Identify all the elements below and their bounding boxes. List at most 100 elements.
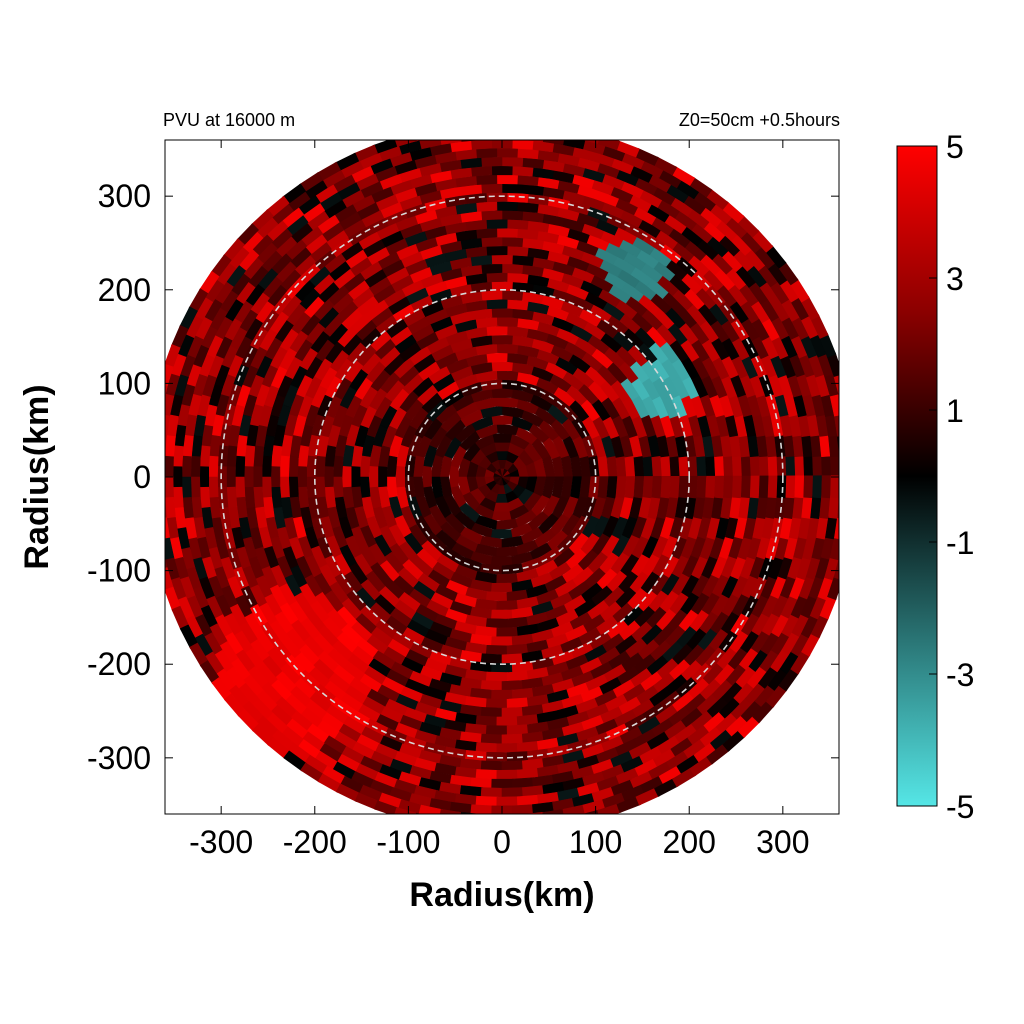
heatmap-cell bbox=[705, 475, 716, 499]
heatmap-cell bbox=[496, 600, 519, 611]
heatmap-cell bbox=[490, 361, 513, 372]
range-ring bbox=[407, 382, 597, 572]
heatmap-cell bbox=[495, 227, 518, 238]
heatmap-cell bbox=[714, 454, 725, 478]
heatmap-cell bbox=[491, 582, 514, 593]
heatmap-cell bbox=[833, 557, 839, 580]
heatmap-cell bbox=[660, 454, 672, 478]
heatmap-cell bbox=[479, 156, 503, 167]
heatmap-cell bbox=[208, 476, 219, 500]
heatmap-cell bbox=[500, 236, 524, 247]
heatmap-cell bbox=[226, 466, 236, 489]
heatmap-cell bbox=[279, 476, 290, 500]
heatmap-cell bbox=[538, 819, 561, 831]
heatmap-cell bbox=[723, 475, 734, 499]
colorbar-tick-label: -1 bbox=[946, 525, 974, 561]
heatmap-cell bbox=[833, 413, 839, 437]
heatmap-cell bbox=[491, 805, 515, 814]
heatmap-cell bbox=[776, 475, 787, 499]
x-tick-label: -300 bbox=[189, 824, 253, 860]
heatmap-cell bbox=[794, 454, 805, 478]
heatmap-cell bbox=[484, 245, 508, 256]
x-tick-label: 0 bbox=[493, 824, 511, 860]
plot-title-left: PVU at 16000 m bbox=[163, 110, 295, 130]
heatmap-cell bbox=[485, 698, 509, 709]
colorbar bbox=[896, 145, 938, 807]
heatmap-cell bbox=[422, 465, 432, 489]
heatmap-cell bbox=[165, 373, 180, 398]
heatmap-cell bbox=[490, 388, 514, 398]
heatmap-cell bbox=[165, 393, 175, 418]
heatmap-cell bbox=[491, 636, 514, 646]
heatmap-cell bbox=[377, 466, 388, 489]
heatmap-cell bbox=[500, 209, 524, 221]
x-tick-label: -100 bbox=[376, 824, 440, 860]
x-tick-label: 100 bbox=[569, 824, 622, 860]
heatmap-cell bbox=[803, 475, 814, 499]
heatmap-cell bbox=[480, 680, 504, 691]
heatmap-cell bbox=[491, 609, 514, 620]
heatmap-cell bbox=[500, 183, 524, 194]
heatmap-cell bbox=[495, 174, 518, 185]
heatmap-cell bbox=[485, 725, 509, 736]
heatmap-cell bbox=[838, 454, 839, 458]
heatmap-cell bbox=[821, 454, 832, 478]
heatmap-cell bbox=[474, 147, 498, 159]
heatmap-cell bbox=[758, 475, 770, 499]
heatmap-cell bbox=[491, 511, 513, 521]
heatmap-cell bbox=[501, 653, 524, 665]
heatmap-cell bbox=[150, 404, 163, 427]
heatmap-cell bbox=[449, 465, 459, 489]
heatmap-cell bbox=[395, 465, 406, 489]
heatmap-cell bbox=[495, 147, 518, 158]
heatmap-cell bbox=[651, 476, 663, 499]
heatmap-cell bbox=[150, 528, 163, 551]
heatmap-cell bbox=[785, 475, 796, 499]
heatmap-cell bbox=[500, 263, 524, 274]
heatmap-cell bbox=[491, 689, 514, 700]
range-ring bbox=[220, 195, 784, 759]
heatmap-cell bbox=[496, 716, 519, 727]
heatmap-cell bbox=[705, 454, 716, 478]
heatmap-cell bbox=[480, 787, 504, 798]
heatmap-cell bbox=[341, 465, 352, 489]
heatmap-cell bbox=[501, 706, 525, 718]
heatmap-cell bbox=[493, 502, 511, 512]
heatmap-cell bbox=[485, 272, 508, 283]
heatmap-cell bbox=[181, 476, 192, 500]
heatmap-cell bbox=[490, 529, 514, 539]
heatmap-cell bbox=[660, 476, 672, 499]
heatmap-cell bbox=[165, 496, 166, 500]
heatmap-cell bbox=[723, 454, 734, 478]
heatmap-cell bbox=[828, 495, 839, 519]
range-ring bbox=[313, 288, 691, 666]
heatmap-cell bbox=[165, 385, 168, 398]
heatmap-cell bbox=[495, 121, 517, 130]
heatmap-cell bbox=[479, 140, 483, 141]
heatmap-cell bbox=[490, 254, 513, 265]
heatmap-cell bbox=[506, 751, 530, 762]
heatmap-cell bbox=[501, 787, 525, 798]
heatmap-cell bbox=[392, 140, 417, 148]
heatmap-cell bbox=[678, 455, 690, 478]
heatmap-cell bbox=[740, 454, 752, 478]
heatmap-cell bbox=[496, 627, 519, 638]
heatmap-cell bbox=[474, 201, 498, 212]
heatmap-cell bbox=[475, 742, 499, 753]
heatmap-cell bbox=[496, 742, 520, 753]
heatmap-cell bbox=[181, 455, 192, 479]
heatmap-cell bbox=[510, 140, 534, 150]
heatmap-cell bbox=[314, 476, 326, 499]
heatmap-cell bbox=[669, 454, 681, 478]
y-axis-label: Radius(km) bbox=[18, 384, 56, 569]
heatmap-cell bbox=[501, 130, 523, 140]
heatmap-cell bbox=[490, 165, 513, 176]
heatmap-cell bbox=[165, 455, 174, 479]
heatmap-cell bbox=[474, 121, 496, 131]
y-tick-label: 300 bbox=[98, 178, 151, 214]
heatmap-cell bbox=[479, 236, 503, 248]
heatmap-cell bbox=[495, 370, 519, 381]
heatmap-cell bbox=[480, 653, 504, 665]
heatmap-cell bbox=[261, 476, 273, 500]
heatmap-cell bbox=[324, 466, 334, 489]
